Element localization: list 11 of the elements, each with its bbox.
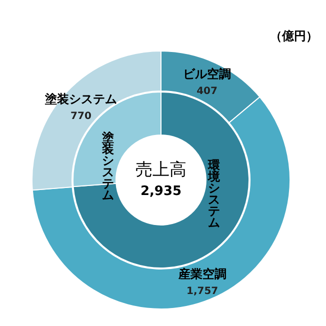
data-label: 407 bbox=[196, 86, 218, 98]
text: （億円） bbox=[270, 29, 318, 43]
slice-label: ビル空調 bbox=[183, 67, 232, 82]
text: 2,935 bbox=[140, 184, 182, 199]
slice-label: 塗装システム bbox=[100, 130, 115, 202]
slice-label: 産業空調 bbox=[177, 266, 226, 281]
text: 売上高 bbox=[136, 160, 186, 180]
slice-label: 環境システム bbox=[207, 158, 222, 230]
slice-label: 塗装システム bbox=[44, 92, 117, 106]
data-label: 1,757 bbox=[186, 286, 218, 297]
data-label: 770 bbox=[70, 110, 92, 122]
